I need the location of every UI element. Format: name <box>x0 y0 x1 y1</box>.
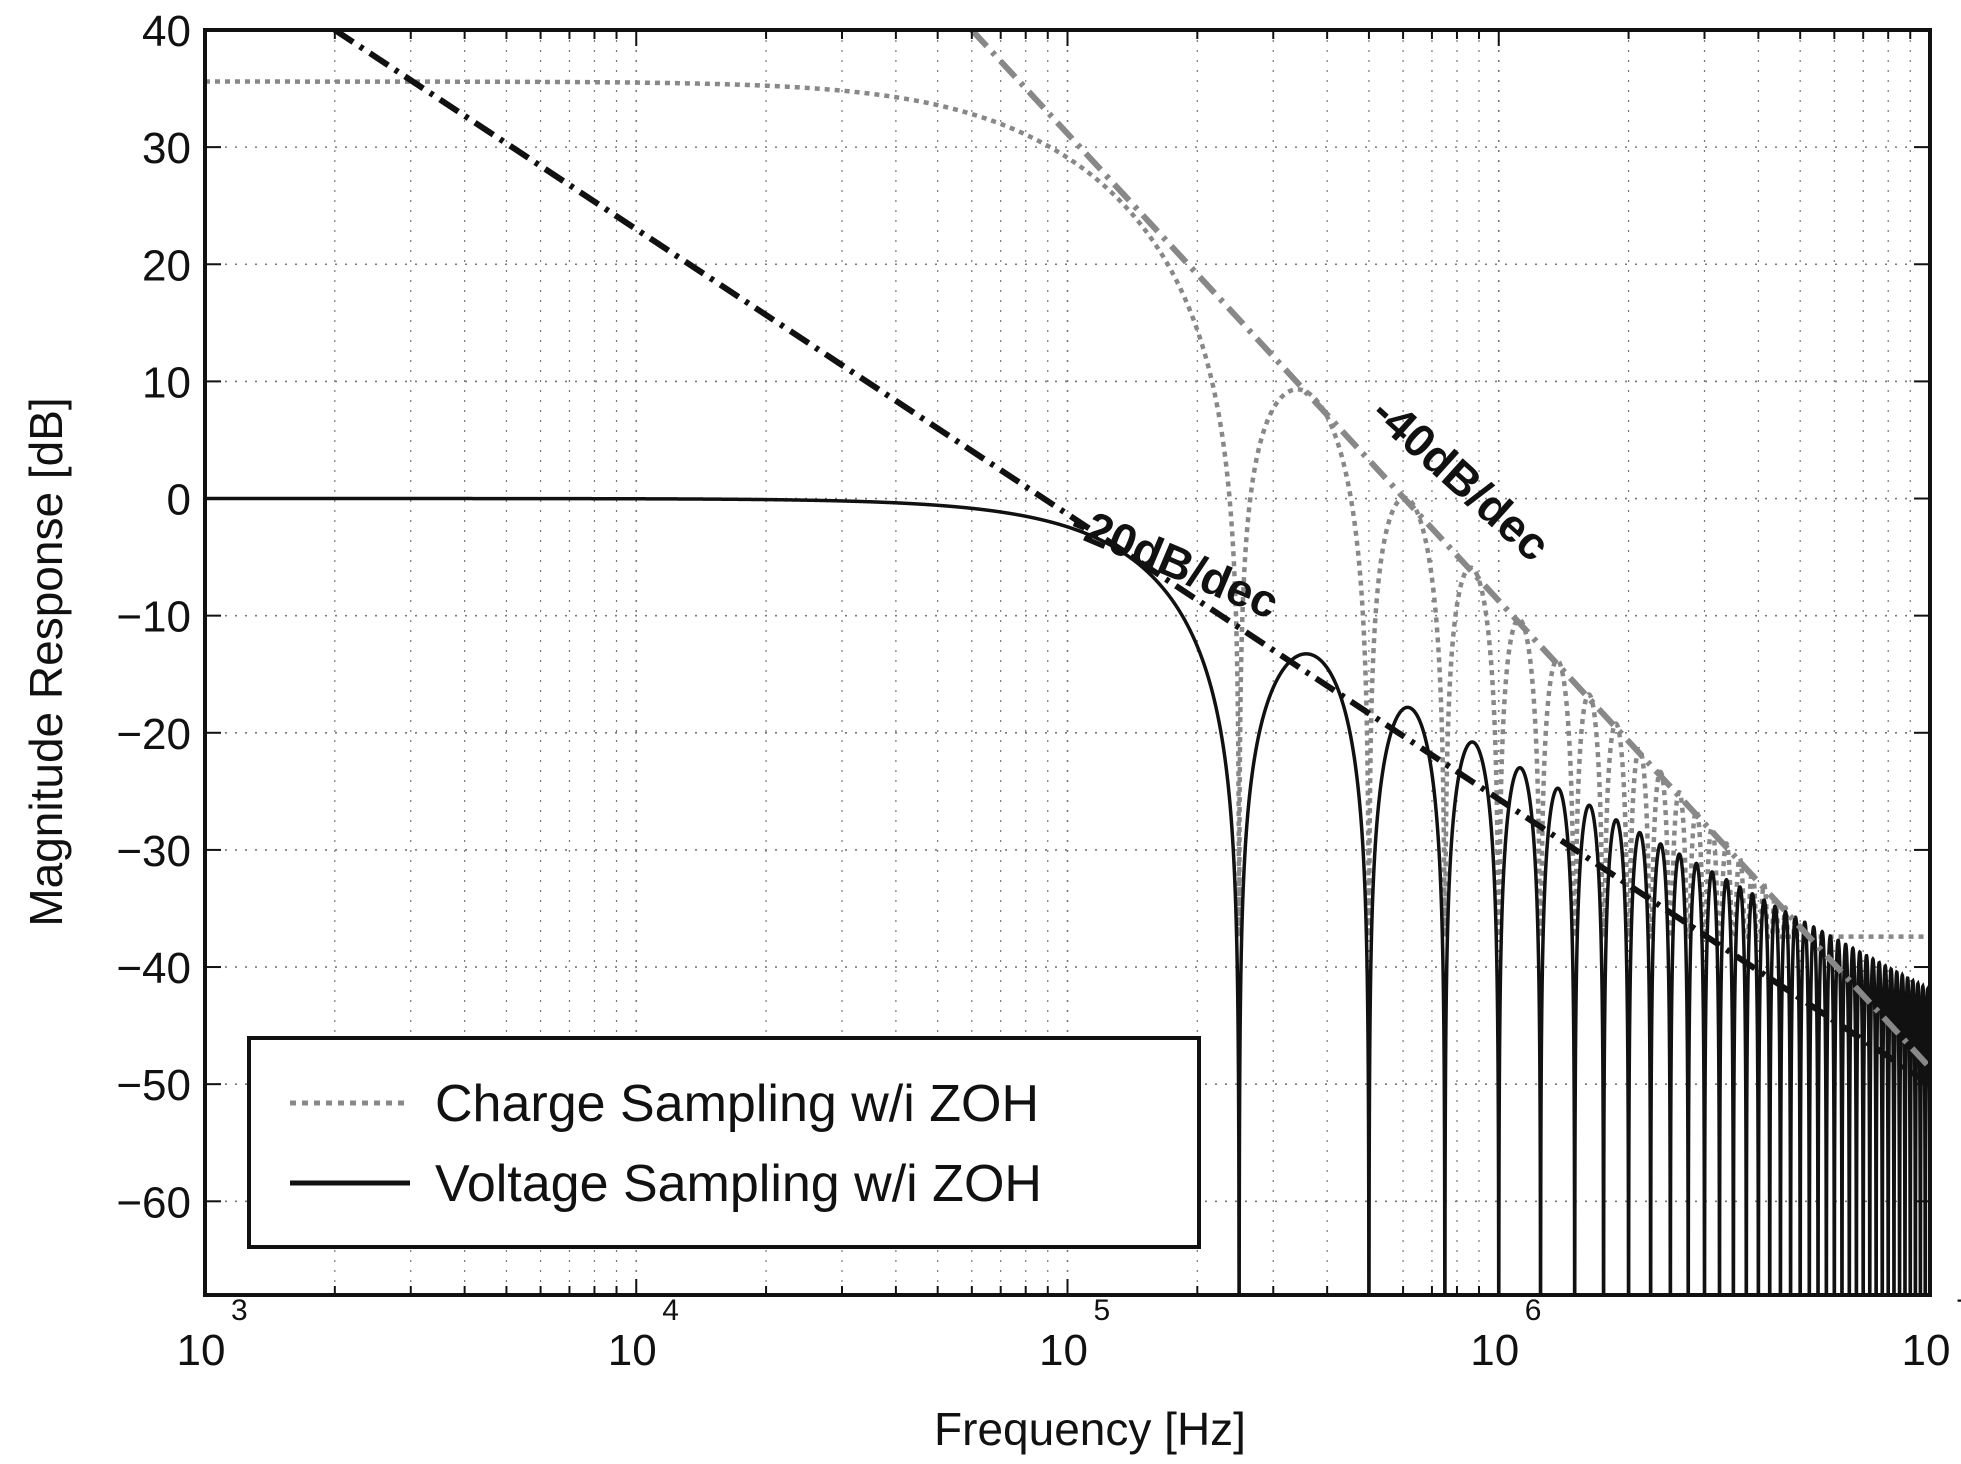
y-tick-label: 30 <box>142 124 191 173</box>
y-tick-label: 40 <box>142 7 191 56</box>
y-tick-label: −30 <box>116 827 191 876</box>
x-tick-label-base: 10 <box>1470 1326 1519 1375</box>
x-tick-label-exponent: 3 <box>231 1294 248 1327</box>
y-tick-label: 20 <box>142 241 191 290</box>
x-tick-label-base: 10 <box>177 1326 226 1375</box>
x-tick-label: 106 <box>1470 1294 1541 1375</box>
x-tick-label-exponent: 4 <box>662 1294 679 1327</box>
y-axis-title: Magnitude Response [dB] <box>20 397 72 926</box>
y-tick-label: 0 <box>167 476 191 525</box>
x-tick-label-base: 10 <box>608 1326 657 1375</box>
x-tick-label: 104 <box>608 1294 679 1375</box>
y-tick-label: −40 <box>116 944 191 993</box>
x-tick-label-exponent: 5 <box>1094 1294 1111 1327</box>
legend: Charge Sampling w/i ZOH Voltage Sampling… <box>249 1038 1199 1247</box>
legend-label-charge-sampling: Charge Sampling w/i ZOH <box>435 1075 1039 1133</box>
legend-box <box>249 1038 1199 1247</box>
y-tick-label: −50 <box>116 1061 191 1110</box>
y-tick-label: −10 <box>116 593 191 642</box>
x-tick-label-base: 10 <box>1039 1326 1088 1375</box>
x-axis-title: Frequency [Hz] <box>934 1403 1246 1455</box>
y-tick-label: −20 <box>116 710 191 759</box>
x-tick-label: 107 <box>1902 1294 1961 1375</box>
y-tick-label: −60 <box>116 1178 191 1227</box>
x-tick-label: 105 <box>1039 1294 1110 1375</box>
x-tick-label-base: 10 <box>1902 1326 1951 1375</box>
x-tick-label: 103 <box>177 1294 248 1375</box>
x-tick-label-exponent: 6 <box>1525 1294 1542 1327</box>
bode-chart: 403020100−10−20−30−40−50−601031041051061… <box>0 0 1961 1464</box>
x-tick-label-exponent: 7 <box>1956 1294 1961 1327</box>
y-tick-label: 10 <box>142 358 191 407</box>
legend-label-voltage-sampling: Voltage Sampling w/i ZOH <box>435 1155 1042 1213</box>
